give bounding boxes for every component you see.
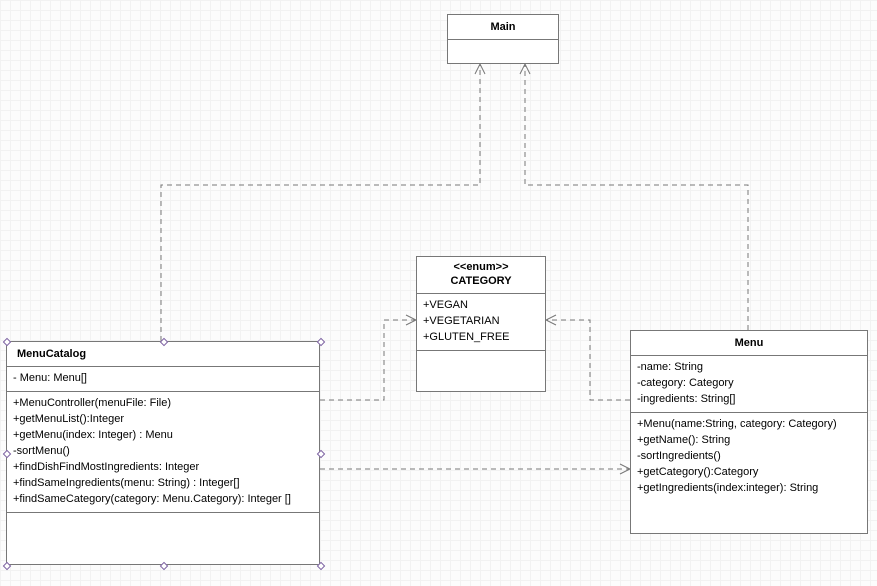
selection-handle[interactable]: [160, 562, 168, 570]
enum-header: <<enum>> CATEGORY: [417, 257, 545, 294]
enum-values: +VEGAN+VEGETARIAN+GLUTEN_FREE: [417, 294, 545, 351]
class-menu[interactable]: Menu -name: String-category: Category-in…: [630, 330, 868, 534]
member-line: +findDishFindMostIngredients: Integer: [13, 460, 313, 476]
member-line: +VEGETARIAN: [423, 314, 539, 330]
class-title: Menu: [631, 331, 867, 356]
member-line: +findSameCategory(category: Menu.Categor…: [13, 492, 313, 508]
dependency-connector: [546, 320, 630, 400]
empty-compartment: [448, 40, 558, 58]
member-line: +findSameIngredients(menu: String) : Int…: [13, 476, 313, 492]
class-main[interactable]: Main: [447, 14, 559, 64]
class-title: CATEGORY: [417, 273, 545, 293]
class-title: Main: [448, 15, 558, 40]
enum-category[interactable]: <<enum>> CATEGORY +VEGAN+VEGETARIAN+GLUT…: [416, 256, 546, 392]
member-line: +getIngredients(index:integer): String: [637, 481, 861, 497]
operations: +MenuController(menuFile: File)+getMenuL…: [7, 392, 319, 513]
selection-handle[interactable]: [3, 562, 11, 570]
member-line: - Menu: Menu[]: [13, 371, 313, 387]
attributes: - Menu: Menu[]: [7, 367, 319, 392]
member-line: -sortIngredients(): [637, 449, 861, 465]
member-line: +GLUTEN_FREE: [423, 330, 539, 346]
member-line: -ingredients: String[]: [637, 392, 861, 408]
member-line: +getMenuList():Integer: [13, 412, 313, 428]
member-line: -sortMenu(): [13, 444, 313, 460]
member-line: +getMenu(index: Integer) : Menu: [13, 428, 313, 444]
attributes: -name: String-category: Category-ingredi…: [631, 356, 867, 413]
member-line: +MenuController(menuFile: File): [13, 396, 313, 412]
member-line: +getName(): String: [637, 433, 861, 449]
operations: +Menu(name:String, category: Category)+g…: [631, 413, 867, 501]
member-line: +getCategory():Category: [637, 465, 861, 481]
class-menu-catalog[interactable]: MenuCatalog - Menu: Menu[] +MenuControll…: [6, 341, 320, 565]
selection-handle[interactable]: [317, 562, 325, 570]
dependency-connector: [525, 64, 748, 330]
stereotype: <<enum>>: [417, 257, 545, 273]
dependency-connector: [320, 320, 416, 400]
member-line: -category: Category: [637, 376, 861, 392]
member-line: +VEGAN: [423, 298, 539, 314]
member-line: -name: String: [637, 360, 861, 376]
empty-compartment: [417, 351, 545, 369]
member-line: +Menu(name:String, category: Category): [637, 417, 861, 433]
